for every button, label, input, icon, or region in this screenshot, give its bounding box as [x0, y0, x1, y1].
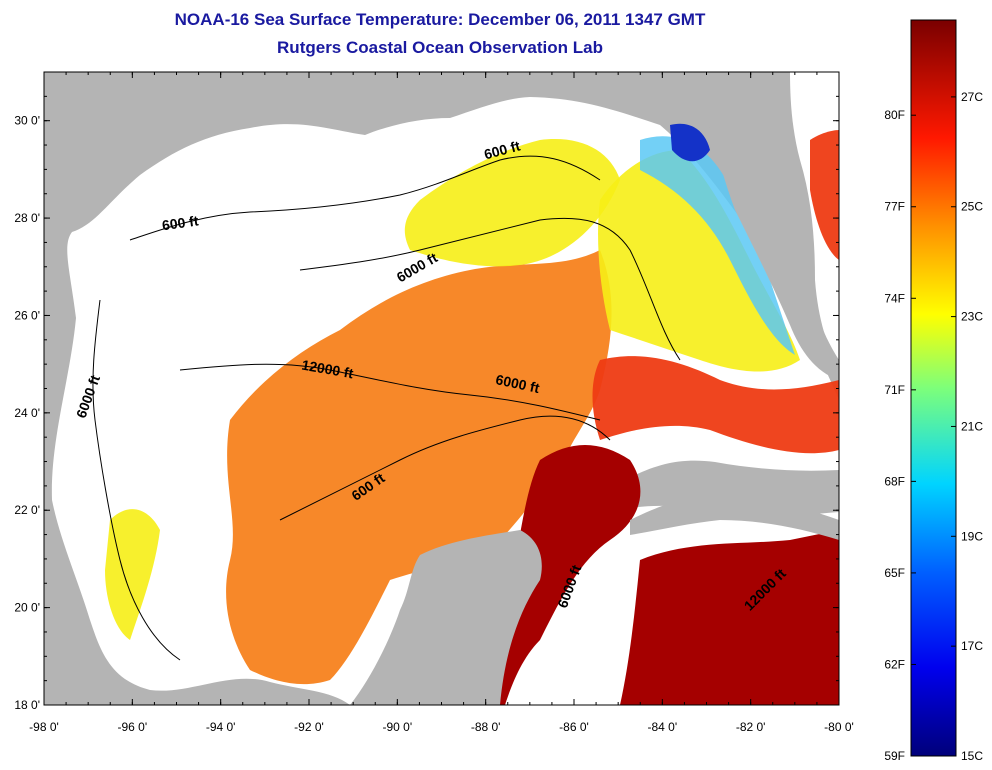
sst-cool-patch-shelf [598, 150, 800, 372]
y-tick-label: 24 0' [14, 406, 40, 420]
y-tick-label: 22 0' [14, 503, 40, 517]
contour-600ft-line [129, 155, 601, 241]
x-tick-label: -96 0' [118, 720, 148, 734]
sst-warm-patch-loop [592, 356, 839, 454]
x-tick-label: -94 0' [206, 720, 236, 734]
x-tick-label: -92 0' [294, 720, 324, 734]
sst-very-warm-patch-caribbean [620, 530, 839, 705]
colorbar-f-label: 71F [884, 383, 905, 397]
colorbar-celsius-labels: 27C 25C 23C 21C 19C 17C 15C [951, 90, 983, 763]
contour-12000ft-line [179, 363, 601, 421]
x-tick-label: -84 0' [648, 720, 678, 734]
contour-6000ft-line [92, 299, 181, 661]
x-tick-label: -82 0' [736, 720, 766, 734]
y-tick-label: 26 0' [14, 308, 40, 322]
temperature-colorbar [910, 19, 957, 757]
colorbar-f-label: 65F [884, 566, 905, 580]
contour-depth-label: 600 ft [161, 212, 200, 233]
sst-cold-patch-bigbend [640, 136, 795, 355]
x-tick-label: -98 0' [29, 720, 59, 734]
longitude-axis: -98 0' -96 0' -94 0' -92 0' -90 0' -88 0' -86 … [29, 72, 854, 734]
y-tick-label: 30 0' [14, 114, 40, 128]
y-tick-label: 28 0' [14, 211, 40, 225]
sst-coldest-patch-apalachee [670, 123, 710, 162]
colorbar-f-label: 77F [884, 200, 905, 214]
sst-medium-patch-central [226, 250, 612, 685]
colorbar-f-label: 59F [884, 749, 905, 763]
cuba-landmass [630, 494, 839, 540]
map-title: NOAA-16 Sea Surface Temperature: Decembe… [174, 10, 706, 29]
map-subtitle: Rutgers Coastal Ocean Observation Lab [277, 38, 603, 57]
colorbar-c-label: 25C [961, 200, 983, 214]
sst-cool-patch-north [404, 139, 620, 267]
contour-6000ft-line-north [299, 217, 681, 361]
y-tick-label: 18 0' [14, 698, 40, 712]
colorbar-c-label: 15C [961, 749, 983, 763]
x-tick-label: -90 0' [383, 720, 413, 734]
colorbar-f-label: 74F [884, 291, 905, 305]
yucatan-landmass [350, 530, 542, 705]
colorbar-c-label: 19C [961, 529, 983, 543]
sst-cool-patch-west [105, 509, 160, 640]
contour-600ft-line-south [279, 415, 611, 521]
colorbar-f-label: 68F [884, 474, 905, 488]
colorbar-c-label: 27C [961, 90, 983, 104]
x-tick-label: -88 0' [471, 720, 501, 734]
x-tick-label: -80 0' [824, 720, 854, 734]
latitude-axis: 18 0' 20 0' 22 0' 24 0' 26 0' 28 0' 30 0' [14, 71, 839, 712]
colorbar-c-label: 21C [961, 419, 983, 433]
colorbar-c-label: 23C [961, 310, 983, 324]
x-tick-label: -86 0' [559, 720, 589, 734]
sst-warm-patch-east-florida [810, 130, 839, 260]
florida-landmass [700, 72, 839, 380]
sst-very-warm-patch-yucatan [470, 445, 641, 705]
colorbar-f-label: 62F [884, 657, 905, 671]
colorbar-f-label: 80F [884, 108, 905, 122]
colorbar-fahrenheit-labels: 80F 77F 74F 71F 68F 65F 62F 59F [884, 108, 916, 763]
colorbar-c-label: 17C [961, 639, 983, 653]
y-tick-label: 20 0' [14, 601, 40, 615]
